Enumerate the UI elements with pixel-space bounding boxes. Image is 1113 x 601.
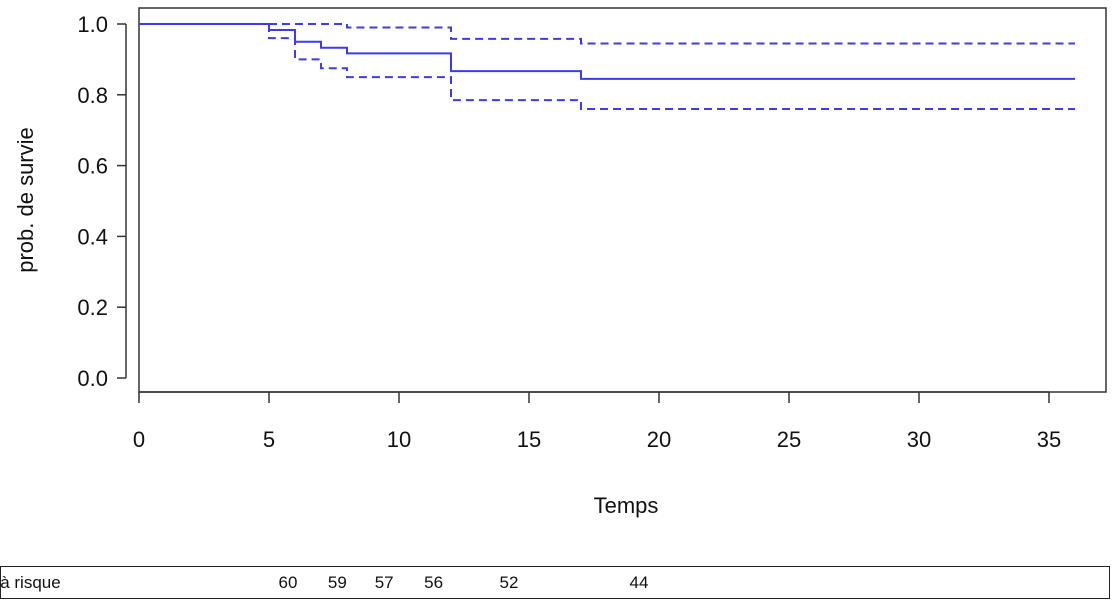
risk-table: s à risque 60 59 57 56 52 44 — [0, 566, 1110, 599]
risk-count: 60 — [278, 573, 298, 592]
risk-count: 56 — [424, 573, 444, 592]
risk-table-label: s à risque — [0, 573, 61, 592]
plot-frame — [138, 7, 1107, 393]
x-tick-label: 0 — [133, 427, 145, 452]
x-tick-label: 5 — [263, 427, 275, 452]
lower-ci-line — [139, 23, 1075, 110]
x-tick-label: 10 — [387, 427, 411, 452]
y-axis-title: prob. de survie — [13, 127, 38, 273]
risk-count: 44 — [629, 573, 649, 592]
x-tick-label: 25 — [777, 427, 801, 452]
risk-count: 52 — [499, 573, 519, 592]
y-tick-label: 0.6 — [77, 154, 108, 179]
x-tick-label: 20 — [647, 427, 671, 452]
x-tick-label: 30 — [907, 427, 931, 452]
y-axis: 0.0 0.2 0.4 0.6 0.8 1.0 — [77, 12, 127, 391]
upper-ci-line — [139, 23, 1075, 45]
survival-curve-line — [139, 23, 1075, 80]
y-tick-label: 0.4 — [77, 224, 108, 249]
x-tick-label: 15 — [517, 427, 541, 452]
risk-count: 59 — [327, 573, 347, 592]
survival-chart: 0.00.20.40.60.81.0 0 5 10 15 20 25 30 35 Temps … — [13, 7, 1107, 518]
y-tick-label: 0.0 — [77, 366, 108, 391]
series-layer — [139, 23, 1075, 110]
y-tick-label: 0.2 — [77, 295, 108, 320]
y-tick-label: 0.8 — [77, 83, 108, 108]
x-tick-label: 35 — [1037, 427, 1061, 452]
x-axis: 0 5 10 15 20 25 30 35 — [133, 391, 1061, 452]
y-tick-label: 1.0 — [77, 12, 108, 37]
risk-count: 57 — [374, 573, 394, 592]
x-axis-title: Temps — [594, 493, 659, 518]
